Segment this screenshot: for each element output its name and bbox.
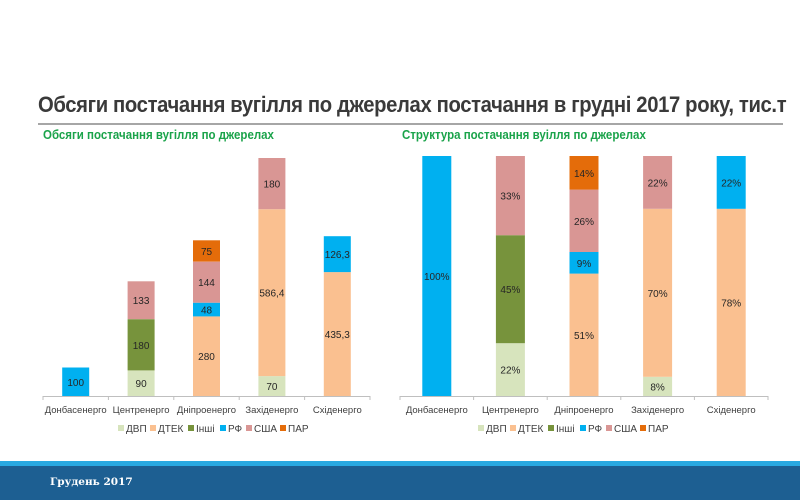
data-label: 586,4 — [259, 289, 284, 300]
legend-swatch — [118, 425, 124, 431]
data-label: 100% — [424, 272, 450, 283]
data-label: 78% — [721, 298, 741, 309]
category-label: Західенерго — [245, 405, 298, 416]
legend-swatch — [280, 425, 286, 431]
page-title: Обсяги постачання вугілля по джерелах по… — [38, 92, 787, 117]
legend-label: Інші — [196, 424, 215, 435]
legend-swatch — [548, 425, 554, 431]
legend-swatch — [510, 425, 516, 431]
legend-swatch — [640, 425, 646, 431]
bar-segment — [323, 236, 351, 273]
bar-segment — [323, 272, 351, 396]
data-label: 70 — [266, 382, 278, 393]
bar-segment — [569, 252, 599, 274]
bar-segment — [495, 235, 525, 344]
data-label: 22% — [648, 178, 668, 189]
category-label: Східенерго — [707, 405, 756, 416]
data-label: 22% — [500, 366, 520, 377]
bar-segment — [258, 376, 286, 396]
bar-segment — [193, 261, 220, 303]
bar-segment — [193, 240, 220, 262]
legend-label: РФ — [228, 424, 243, 435]
category-label: Східенерго — [313, 405, 362, 416]
legend-swatch — [478, 425, 484, 431]
data-label: 70% — [648, 289, 668, 300]
data-label: 100 — [67, 378, 84, 389]
legend-label: США — [254, 424, 277, 435]
bar-segment — [495, 156, 525, 236]
data-label: 22% — [721, 178, 741, 189]
data-label: 48 — [201, 306, 213, 317]
data-label: 435,3 — [325, 330, 350, 341]
legend-label: ПАР — [648, 424, 669, 435]
legend-label: ДВП — [486, 424, 507, 435]
bar-segment — [643, 156, 673, 209]
footer-bar — [0, 466, 800, 500]
legend-swatch — [150, 425, 156, 431]
bar-segment — [569, 189, 599, 252]
category-label: Центренерго — [113, 405, 170, 416]
data-label: 8% — [650, 382, 665, 393]
bar-segment — [422, 156, 452, 396]
chart-title-structure: Структура постачання вуілля по джерелах — [402, 128, 646, 142]
charts-canvas: 100 Донбасенерго 90 180 133 Центренерго 280 48 1… — [42, 156, 769, 435]
bar-segment — [62, 367, 90, 396]
bar-segment — [569, 273, 599, 396]
footer-date: Грудень 2017 — [50, 476, 133, 488]
bar-segment — [193, 316, 220, 396]
category-label: Донбасенерго — [45, 405, 107, 416]
data-label: 180 — [133, 341, 150, 352]
legend-label: ДТЕК — [518, 424, 544, 435]
legend-label: США — [614, 424, 637, 435]
bar-segment — [716, 208, 746, 396]
bar-segment — [495, 343, 525, 396]
legend-swatch — [220, 425, 226, 431]
data-label: 126,3 — [325, 250, 350, 261]
data-label: 280 — [198, 352, 215, 363]
data-label: 9% — [577, 259, 592, 270]
bar-segment — [127, 281, 155, 320]
data-label: 51% — [574, 331, 594, 342]
footer-stripe — [0, 461, 800, 466]
category-label: Західенерго — [631, 405, 684, 416]
legend-swatch — [246, 425, 252, 431]
bar-segment — [193, 302, 220, 317]
legend-swatch — [188, 425, 194, 431]
data-label: 133 — [133, 296, 150, 307]
bar-segment — [643, 376, 673, 396]
legend-label: Інші — [556, 424, 575, 435]
bar-segment — [569, 156, 599, 190]
legend-swatch — [606, 425, 612, 431]
title-divider — [38, 123, 783, 125]
data-label: 14% — [574, 169, 594, 180]
category-label: Центренерго — [482, 405, 539, 416]
bar-segment — [258, 158, 286, 210]
bar-segment — [127, 319, 155, 371]
category-label: Дніпроенерго — [177, 405, 236, 416]
data-label: 180 — [264, 180, 281, 191]
legend-label: ПАР — [288, 424, 309, 435]
category-label: Донбасенерго — [406, 405, 468, 416]
data-label: 26% — [574, 217, 594, 228]
data-label: 90 — [136, 379, 148, 390]
legend-label: ДТЕК — [158, 424, 184, 435]
data-label: 45% — [500, 285, 520, 296]
bar-segment — [716, 156, 746, 209]
data-label: 33% — [500, 192, 520, 203]
data-label: 75 — [201, 247, 213, 258]
bar-segment — [258, 209, 286, 377]
bar-segment — [643, 208, 673, 377]
legend-swatch — [580, 425, 586, 431]
category-label: Дніпроенерго — [554, 405, 613, 416]
legend-label: ДВП — [126, 424, 147, 435]
bar-segment — [127, 370, 155, 396]
legend-label: РФ — [588, 424, 603, 435]
chart-title-volumes: Обсяги постачання вугілля по джерелах — [43, 128, 274, 142]
data-label: 144 — [198, 278, 215, 289]
